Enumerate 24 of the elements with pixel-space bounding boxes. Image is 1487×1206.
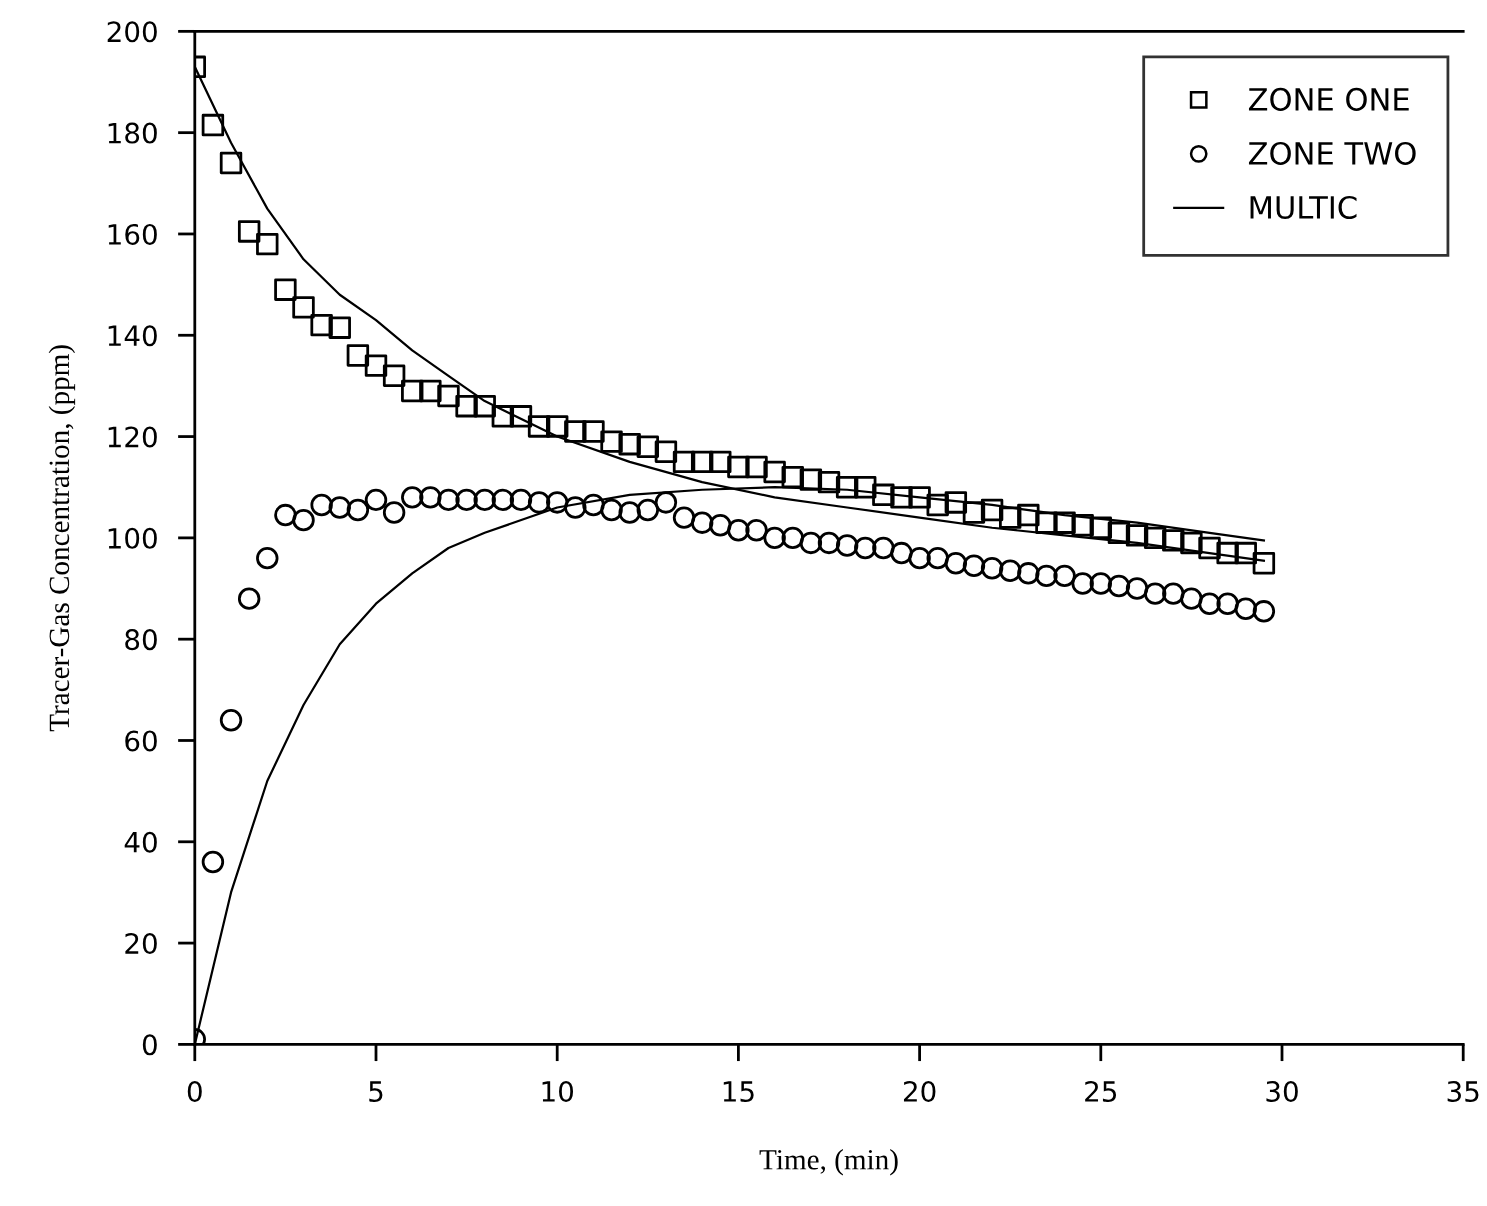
x-axis-title: Time, (min) bbox=[759, 1149, 898, 1176]
legend-label: ZONE ONE bbox=[1248, 87, 1409, 111]
x-tick-label: 5 bbox=[369, 1081, 383, 1103]
x-tick-label: 30 bbox=[1266, 1081, 1298, 1103]
y-tick-label: 60 bbox=[125, 730, 157, 752]
y-axis-title: Tracer-Gas Concentration, (ppm) bbox=[48, 345, 76, 732]
x-tick-label: 10 bbox=[542, 1081, 574, 1103]
y-tick-label: 200 bbox=[107, 21, 157, 43]
y-tick-label: 80 bbox=[125, 629, 157, 651]
x-tick-label: 20 bbox=[903, 1081, 936, 1103]
legend-label: MULTIC bbox=[1250, 195, 1357, 219]
y-tick-label: 20 bbox=[125, 933, 157, 955]
legend-label: ZONE TWO bbox=[1248, 141, 1416, 165]
x-tick-label: 15 bbox=[723, 1081, 754, 1103]
y-tick-label: 180 bbox=[108, 122, 157, 144]
y-tick-label: 40 bbox=[124, 831, 157, 853]
y-tick-label: 120 bbox=[108, 426, 157, 448]
y-tick-label: 140 bbox=[108, 325, 157, 347]
y-tick-label: 160 bbox=[108, 223, 157, 245]
x-tick-label: 35 bbox=[1447, 1081, 1479, 1103]
x-tick-label: 25 bbox=[1085, 1081, 1117, 1103]
y-tick-label: 0 bbox=[142, 1034, 157, 1056]
y-tick-label: 100 bbox=[108, 527, 157, 549]
x-tick-label: 0 bbox=[187, 1081, 202, 1103]
